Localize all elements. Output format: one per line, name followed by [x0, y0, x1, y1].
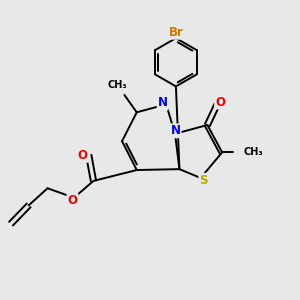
Text: N: N [171, 124, 181, 137]
Text: O: O [215, 95, 225, 109]
Text: Br: Br [169, 26, 183, 39]
Text: CH₃: CH₃ [244, 147, 263, 158]
Text: CH₃: CH₃ [107, 80, 127, 90]
Text: O: O [68, 194, 78, 207]
Text: N: N [158, 96, 168, 110]
Text: O: O [78, 149, 88, 162]
Text: S: S [199, 174, 208, 187]
